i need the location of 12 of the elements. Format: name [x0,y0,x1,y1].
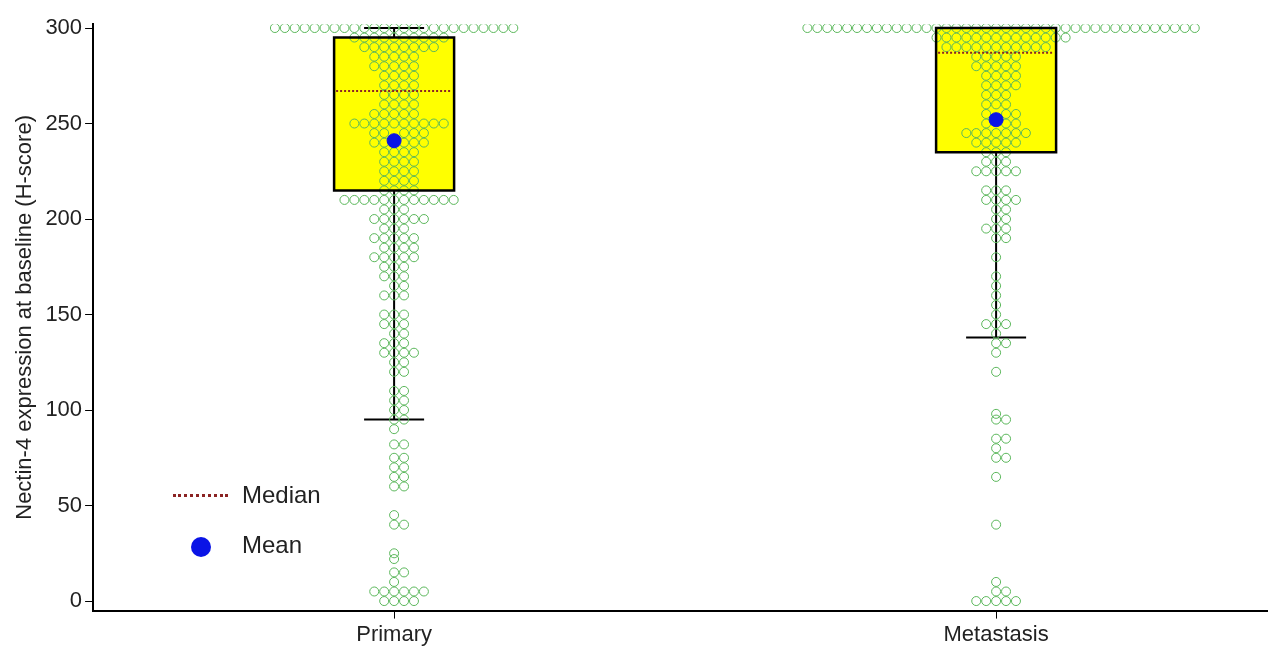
y-tick-label: 200 [45,205,83,231]
y-tick-label: 100 [45,396,83,422]
y-tick-label: 150 [45,300,83,326]
y-tick-label: 50 [57,491,83,517]
y-tick-label: 300 [45,14,83,40]
x-tick-label: Metastasis [943,620,1049,646]
annotation: Median [242,481,321,509]
y-axis-title: Nectin-4 expression at baseline (H-score) [11,115,37,520]
x-tick-label: Primary [356,620,432,646]
y-tick-label: 0 [69,587,83,613]
y-tick-label: 250 [45,109,83,135]
annotation: Mean [242,531,303,559]
